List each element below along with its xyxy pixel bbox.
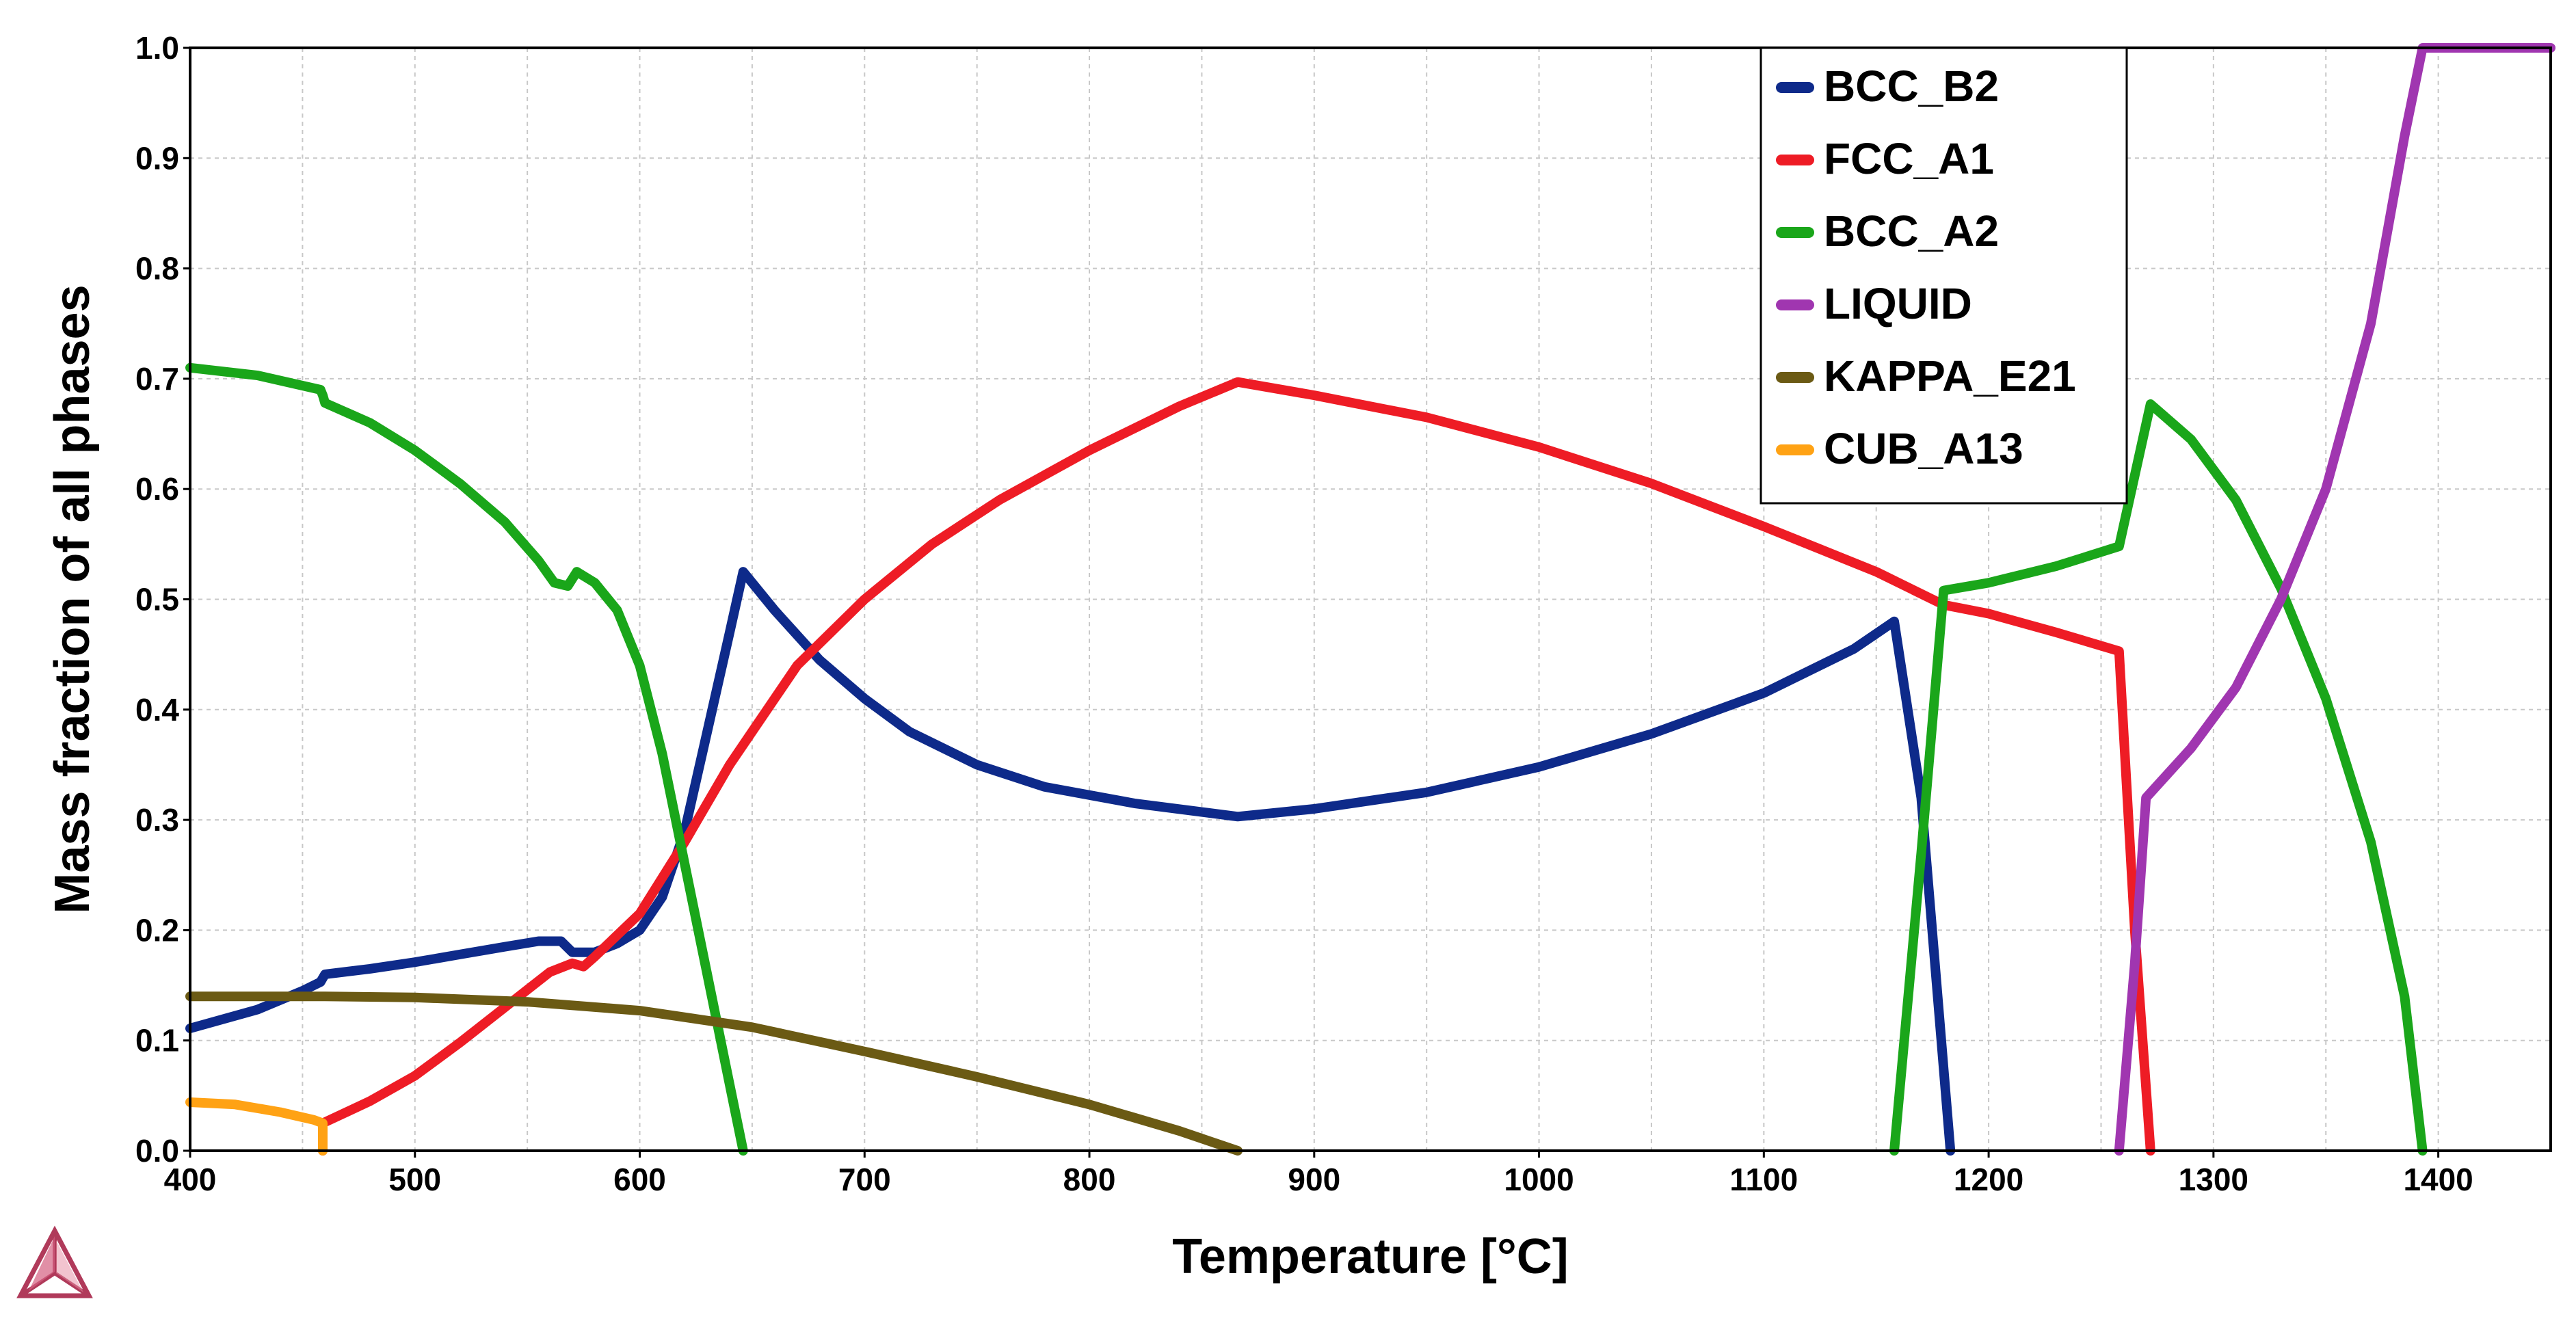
x-tick-label: 800	[1063, 1162, 1116, 1197]
legend-label-bcc-b2: BCC_B2	[1824, 62, 1999, 111]
y-tick-label: 0.3	[135, 802, 179, 838]
y-tick-label: 0.8	[135, 251, 179, 286]
grid	[190, 48, 2551, 1151]
x-tick-label: 1000	[1504, 1162, 1574, 1197]
legend-box	[1760, 46, 2128, 505]
series-layer	[185, 43, 2555, 1156]
ticks: 400 500 600 700 800 900 1000 1100 1200 1300 1400 0.…	[135, 30, 2473, 1197]
y-tick-label: 0.4	[135, 692, 179, 728]
series-line-liquid	[2114, 43, 2555, 1156]
y-tick-label: 0.7	[135, 361, 179, 397]
legend: BCC_B2 FCC_A1 BCC_A2 LIQUID KAPPA_E21 CUB_A13	[1760, 46, 2128, 505]
y-axis-title: Mass fraction of all phases	[45, 284, 100, 913]
y-tick-label: 0.6	[135, 471, 179, 507]
series-line-kappa-e21	[185, 991, 1243, 1156]
y-tick-label: 0.9	[135, 140, 179, 176]
x-tick-label: 1100	[1729, 1162, 1798, 1197]
y-tick-label: 0.5	[135, 582, 179, 617]
x-tick-label: 700	[838, 1162, 891, 1197]
series-line-bcc-b2	[185, 567, 1956, 1156]
legend-label-liquid: LIQUID	[1824, 279, 1972, 328]
legend-label-bcc-a2: BCC_A2	[1824, 206, 1999, 256]
y-tick-label: 0.1	[135, 1023, 179, 1058]
y-tick-label: 0.0	[135, 1133, 179, 1169]
x-tick-label: 1200	[1954, 1162, 2023, 1197]
x-tick-label: 1400	[2403, 1162, 2473, 1197]
series-line-bcc-a2-segment	[1889, 399, 2428, 1156]
series-line-fcc-a1	[318, 377, 2155, 1156]
series-line-cub-a13	[185, 1097, 328, 1156]
legend-label-fcc-a1: FCC_A1	[1824, 134, 1994, 183]
y-tick-label: 1.0	[135, 30, 179, 66]
legend-label-kappa-e21: KAPPA_E21	[1824, 351, 2076, 401]
series-line-bcc-a2	[185, 362, 748, 1156]
x-tick-label: 900	[1288, 1162, 1340, 1197]
x-axis-title: Temperature [°C]	[1172, 1229, 1569, 1284]
legend-label-cub-a13: CUB_A13	[1824, 424, 2023, 473]
x-tick-label: 500	[388, 1162, 441, 1197]
x-tick-label: 600	[613, 1162, 666, 1197]
y-tick-label: 0.2	[135, 912, 179, 948]
thermo-calc-logo	[16, 1225, 93, 1298]
x-tick-label: 1300	[2179, 1162, 2248, 1197]
x-tick-label: 400	[164, 1162, 217, 1197]
